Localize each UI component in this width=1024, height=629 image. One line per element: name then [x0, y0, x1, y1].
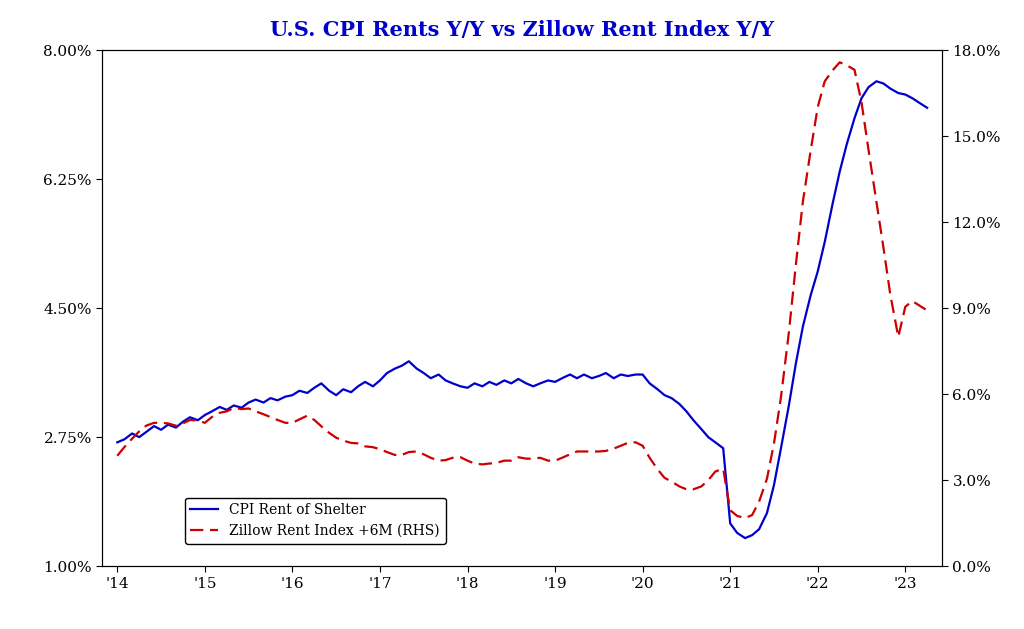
- Title: U.S. CPI Rents Y/Y vs Zillow Rent Index Y/Y: U.S. CPI Rents Y/Y vs Zillow Rent Index …: [270, 20, 774, 40]
- Legend: CPI Rent of Shelter, Zillow Rent Index +6M (RHS): CPI Rent of Shelter, Zillow Rent Index +…: [185, 498, 445, 543]
